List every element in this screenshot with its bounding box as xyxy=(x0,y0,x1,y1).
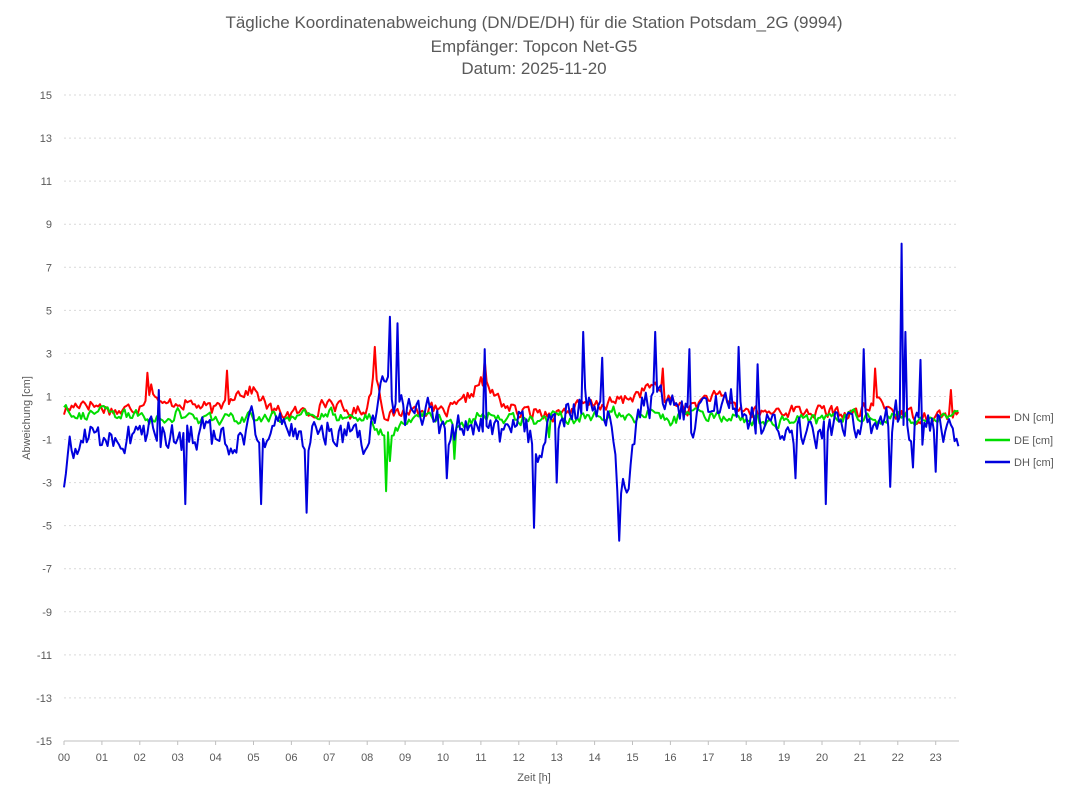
legend: DN [cm] DE [cm] DH [cm] xyxy=(985,412,1054,469)
y-tick-label: -5 xyxy=(42,521,52,533)
y-tick-label: -3 xyxy=(42,478,52,490)
x-tick-label: 06 xyxy=(285,752,297,764)
x-tick-label: 03 xyxy=(172,752,184,764)
x-tick-label: 18 xyxy=(740,752,752,764)
series-line-dh xyxy=(63,242,960,542)
x-tick-label: 11 xyxy=(475,752,486,764)
series-line-de xyxy=(63,404,959,493)
y-tick-label: 3 xyxy=(46,348,52,360)
y-tick-label: 15 xyxy=(40,90,52,102)
x-tick-label: 13 xyxy=(551,752,563,764)
y-tick-label: -15 xyxy=(36,736,52,748)
x-tick-label: 10 xyxy=(437,752,449,764)
y-tick-label: 11 xyxy=(41,176,52,188)
y-tick-label: 13 xyxy=(40,133,52,145)
x-tick-label: 04 xyxy=(209,752,221,764)
y-tick-label: -11 xyxy=(37,650,52,662)
x-tick-label: 21 xyxy=(854,752,866,764)
x-tick-label: 02 xyxy=(134,752,146,764)
x-tick-label: 07 xyxy=(323,752,335,764)
y-tick-label: -9 xyxy=(42,607,52,619)
y-tick-label: 1 xyxy=(46,391,52,403)
x-tick-label: 20 xyxy=(816,752,828,764)
x-tick-label: 22 xyxy=(892,752,904,764)
legend-label-de: DE [cm] xyxy=(1014,435,1053,447)
x-tick-label: 17 xyxy=(702,752,714,764)
chart-title-line-3: Datum: 2025-11-20 xyxy=(461,59,606,78)
legend-label-dh: DH [cm] xyxy=(1014,457,1054,469)
x-tick-label: 16 xyxy=(664,752,676,764)
y-axis-label: Abweichung [cm] xyxy=(21,376,33,460)
x-tick-label: 05 xyxy=(247,752,259,764)
y-tick-label: 9 xyxy=(46,219,52,231)
y-tick-label: -1 xyxy=(42,435,52,447)
legend-label-dn: DN [cm] xyxy=(1014,412,1054,424)
x-tick-label: 01 xyxy=(96,752,108,764)
x-tick-label: 00 xyxy=(58,752,70,764)
legend-item-dh: DH [cm] xyxy=(985,457,1054,469)
y-tick-label: -7 xyxy=(42,564,52,576)
chart-title-line-2: Empfänger: Topcon Net-G5 xyxy=(431,37,638,56)
y-tick-label: 7 xyxy=(46,262,52,274)
x-tick-labels: 00 01 02 03 04 05 06 07 08 09 10 11 12 13 14 15 16 17 18 19… xyxy=(58,741,942,764)
x-tick-label: 09 xyxy=(399,752,411,764)
x-axis-label: Zeit [h] xyxy=(517,772,551,784)
x-tick-label: 08 xyxy=(361,752,373,764)
y-tick-label: 5 xyxy=(46,305,52,317)
y-tick-label: -13 xyxy=(36,693,52,705)
x-tick-label: 15 xyxy=(626,752,638,764)
legend-item-dn: DN [cm] xyxy=(985,412,1054,424)
x-tick-label: 14 xyxy=(588,752,600,764)
series-lines xyxy=(63,242,960,542)
series-line-dn xyxy=(63,345,960,425)
legend-item-de: DE [cm] xyxy=(985,435,1053,447)
y-tick-labels: 15 13 11 9 7 5 3 1 -1 -3 -5 -7 -9 -11 -13 -15 xyxy=(36,90,52,748)
chart-title-line-1: Tägliche Koordinatenabweichung (DN/DE/DH… xyxy=(225,13,842,32)
x-tick-label: 12 xyxy=(513,752,525,764)
chart-title: Tägliche Koordinatenabweichung (DN/DE/DH… xyxy=(225,13,842,78)
y-gridlines xyxy=(64,94,959,699)
x-tick-label: 23 xyxy=(930,752,942,764)
x-tick-label: 19 xyxy=(778,752,790,764)
